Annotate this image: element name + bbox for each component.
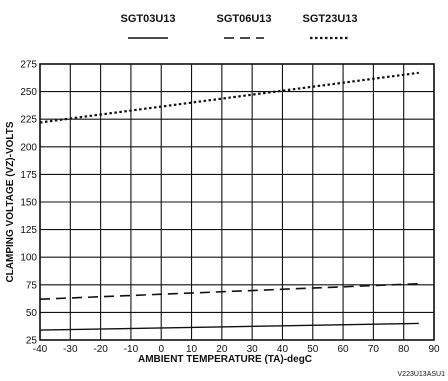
x-tick-label-1: -30 [63, 344, 78, 355]
plot-frame [39, 63, 435, 341]
y-tick-label-2: 75 [26, 280, 38, 291]
figure-code: V223U13ASU1 [398, 371, 446, 378]
x-tick-label-8: 40 [277, 344, 289, 355]
x-tick-label-7: 30 [247, 344, 259, 355]
grid [39, 63, 435, 341]
y-tick-label-0: 25 [26, 336, 38, 347]
x-tick-label-13: 90 [428, 344, 440, 355]
legend-label-sgt03u13: SGT03U13 [120, 13, 175, 25]
legend: SGT03U13 SGT06U13 SGT23U13 [120, 13, 358, 40]
y-tick-label-8: 225 [20, 115, 37, 126]
y-tick-label-3: 100 [20, 253, 37, 264]
series-line-sgt03u13 [39, 322, 419, 331]
x-tick-label-10: 60 [338, 344, 350, 355]
x-tick-label-9: 50 [307, 344, 319, 355]
x-tick-label-12: 80 [398, 344, 410, 355]
y-tick-label-7: 200 [20, 142, 37, 153]
series-lines [39, 71, 419, 331]
legend-label-sgt23u13: SGT23U13 [302, 13, 357, 25]
x-tick-label-11: 70 [368, 344, 380, 355]
series-line-sgt06u13 [39, 282, 419, 300]
series-line-sgt23u13 [39, 71, 419, 124]
x-tick-label-2: -20 [93, 344, 108, 355]
y-tick-label-4: 125 [20, 225, 37, 236]
y-tick-label-6: 175 [20, 170, 37, 181]
x-tick-label-3: -10 [124, 344, 139, 355]
x-tick-label-6: 20 [216, 344, 228, 355]
y-tick-label-9: 250 [20, 87, 37, 98]
legend-label-sgt06u13: SGT06U13 [216, 13, 271, 25]
x-tick-label-0: -40 [33, 344, 48, 355]
x-tick-label-5: 10 [186, 344, 198, 355]
axes: -40 -30 -20 -10 0 10 20 30 40 50 60 70 80 90 25 50 75 100… [20, 60, 440, 356]
y-tick-label-5: 150 [20, 198, 37, 209]
y-axis-label: CLAMPING VOLTAGE (VZ)-VOLTS [5, 121, 16, 282]
y-tick-label-1: 50 [26, 308, 38, 319]
x-axis-label: AMBIENT TEMPERATURE (TA)-degC [138, 354, 312, 365]
y-tick-label-10: 275 [20, 60, 37, 71]
x-tick-label-4: 0 [158, 344, 164, 355]
